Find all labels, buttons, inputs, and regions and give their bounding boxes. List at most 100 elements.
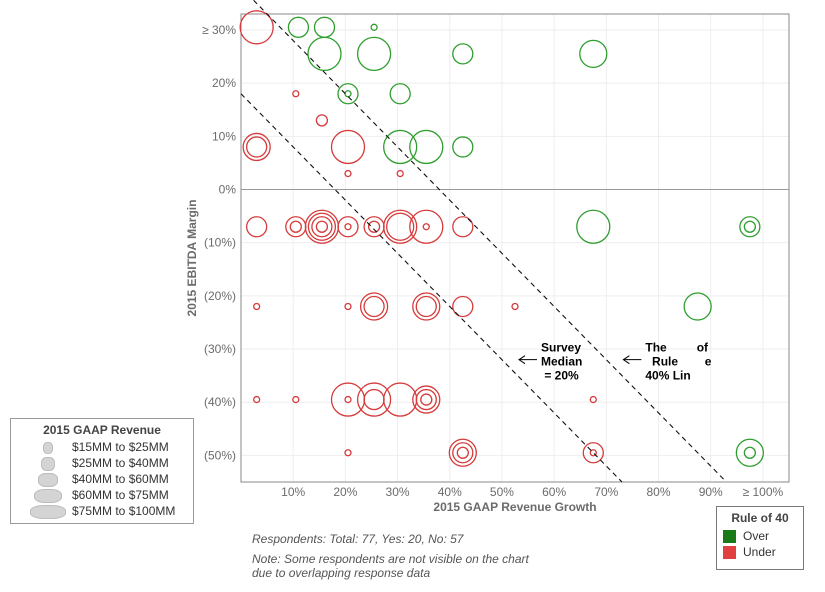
x-tick-label: 70% [594, 485, 618, 499]
under-swatch-icon [723, 546, 736, 559]
data-point [683, 292, 712, 321]
data-point [344, 302, 352, 311]
size-legend-label: $60MM to $75MM [72, 488, 169, 502]
data-point-ring [409, 129, 444, 165]
data-point [253, 395, 261, 404]
plot-frame [240, 13, 790, 483]
data-point-ring [383, 129, 418, 165]
data-point [242, 132, 271, 162]
size-legend-label: $75MM to $100MM [72, 504, 176, 518]
data-point [409, 129, 444, 165]
respondents-note: Respondents: Total: 77, Yes: 20, No: 57 [252, 532, 464, 546]
x-tick-label: 90% [699, 485, 723, 499]
data-point [576, 209, 611, 244]
data-point-ring [337, 216, 359, 238]
x-tick-label: 60% [542, 485, 566, 499]
y-tick-label: 10% [212, 129, 236, 143]
arrowhead-icon [622, 355, 630, 365]
data-point [452, 43, 474, 65]
data-point-ring [315, 114, 329, 127]
data-point-ring [239, 10, 274, 45]
data-point-ring [344, 302, 352, 311]
points-layer [239, 10, 765, 467]
data-point-ring [363, 388, 385, 411]
data-point-ring [415, 388, 437, 411]
x-tick-label: ≥ 100% [743, 485, 784, 499]
data-point-ring [307, 36, 342, 72]
rule-of-40-legend: Rule of 40 Over Under [716, 506, 804, 570]
data-point [337, 216, 359, 238]
data-point [448, 438, 477, 467]
data-point-ring [743, 446, 757, 459]
data-point [739, 216, 761, 238]
data-point-ring [452, 216, 474, 238]
data-point [452, 136, 474, 158]
arrowhead-icon [518, 355, 526, 365]
data-point-ring [452, 43, 474, 65]
y-tick-label: (30%) [204, 342, 236, 356]
data-point-ring [356, 36, 392, 72]
data-point-ring [412, 385, 441, 414]
data-point [383, 129, 418, 165]
y-tick-label: (40%) [204, 395, 236, 409]
size-swatch-icon [30, 505, 66, 519]
data-point-ring [253, 302, 261, 311]
data-point-ring [344, 90, 352, 98]
data-point [363, 216, 385, 238]
data-point-ring [307, 212, 337, 241]
data-point [511, 302, 519, 311]
data-point-ring [330, 129, 366, 165]
data-point [292, 90, 300, 98]
data-point-ring [383, 382, 418, 417]
data-point-ring [579, 39, 608, 69]
data-point-ring [576, 209, 611, 244]
annotation-line: 40% Lin [645, 369, 690, 383]
data-point-ring [315, 220, 329, 233]
data-point-ring [289, 220, 302, 233]
data-point-ring [389, 83, 411, 105]
data-point [292, 395, 300, 404]
data-point-ring [511, 302, 519, 311]
data-point [246, 216, 268, 238]
data-point [582, 442, 604, 464]
data-point [383, 209, 418, 244]
x-tick-label: 20% [333, 485, 357, 499]
y-tick-label: 0% [219, 183, 237, 197]
data-point-ring [311, 216, 333, 238]
size-swatch-icon [38, 473, 58, 487]
data-point-ring [452, 295, 474, 318]
overlap-note: Note: Some respondents are not visible o… [252, 552, 529, 580]
annotation-line: Rule e [645, 355, 711, 369]
x-axis-title: 2015 GAAP Revenue Growth [433, 500, 596, 514]
data-point [452, 216, 474, 238]
over-swatch-icon [723, 530, 736, 543]
data-point [412, 385, 441, 414]
data-point-ring [359, 292, 389, 321]
annotation-text: The of Rule e 40% Lin [645, 341, 711, 383]
data-point-ring [739, 216, 761, 238]
annotation-line: Survey [541, 341, 581, 355]
size-legend-item: $60MM to $75MM [11, 487, 193, 503]
data-point [313, 16, 336, 38]
y-tick-label: 20% [212, 76, 236, 90]
rule-legend-title: Rule of 40 [731, 511, 789, 525]
data-point-ring [409, 209, 444, 244]
data-point [589, 395, 597, 404]
data-point [735, 438, 765, 467]
rule-legend-label: Over [743, 529, 770, 543]
x-tick-label: 30% [386, 485, 410, 499]
data-point [356, 36, 392, 72]
size-legend-item: $25MM to $40MM [11, 455, 193, 471]
data-point [370, 23, 378, 31]
data-point-ring [344, 395, 352, 404]
data-point [330, 129, 366, 165]
data-point-ring [287, 16, 310, 38]
x-tick-label: 80% [647, 485, 671, 499]
data-point-ring [313, 16, 336, 38]
x-tick-label: 50% [490, 485, 514, 499]
tick-labels: 10% 20% 30% 40% 50% 60% 70% 80% 90% ≥ 100% ≥ 30% 20… [202, 23, 783, 499]
data-point-ring [242, 132, 271, 162]
data-point-ring [582, 442, 604, 464]
data-point-ring [304, 209, 340, 244]
data-point [452, 295, 474, 318]
